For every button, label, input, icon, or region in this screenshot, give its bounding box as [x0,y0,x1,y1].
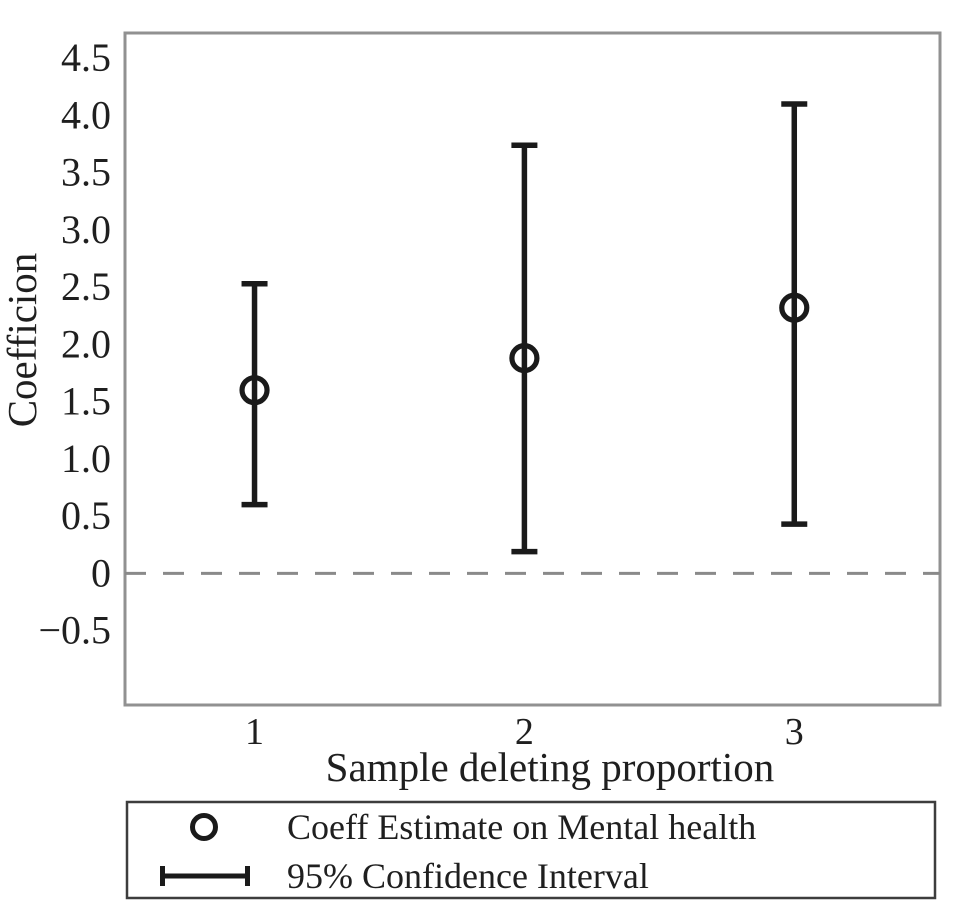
plot-frame [123,31,942,707]
error-bar-point [509,142,540,555]
error-bar-point [239,280,270,508]
y-tick-label: 4.0 [61,92,111,137]
x-tick-label: 1 [245,711,264,753]
y-tick-label: −0.5 [38,608,111,653]
x-axis-tick-labels: 1 2 3 [245,711,804,753]
y-tick-label: 2.5 [61,264,111,309]
legend: Coeff Estimate on Mental health 95% Conf… [125,800,937,900]
estimate-marker [239,375,270,406]
legend-label-estimate: Coeff Estimate on Mental health [287,807,756,847]
y-tick-label: 0.5 [61,493,111,538]
x-axis-title: Sample deleting proportion [326,744,775,790]
x-tick-label: 3 [785,711,804,753]
y-axis-title: Coefficion [0,253,45,428]
legend-errorbar-icon [160,866,250,886]
legend-open-circle-icon [190,813,218,841]
y-tick-label: 3.5 [61,150,111,195]
y-tick-label: 2.0 [61,321,111,366]
x-tick-label: 2 [515,711,534,753]
y-tick-label: 4.5 [61,35,111,80]
y-tick-label: 3.0 [61,207,111,252]
y-tick-label: 0 [91,550,111,595]
y-axis-tick-labels: 4.5 4.0 3.5 3.0 2.5 2.0 1.5 1.0 0.5 0 −0.5 [38,35,111,652]
legend-label-confidence-interval: 95% Confidence Interval [287,856,649,896]
error-bar-point [779,101,810,527]
estimate-marker [779,292,810,323]
y-tick-label: 1.5 [61,379,111,424]
error-bar-series [239,101,810,555]
legend-box [125,800,937,900]
y-tick-label: 1.0 [61,436,111,481]
plot-frame-group [123,31,942,707]
estimate-marker [509,343,540,374]
